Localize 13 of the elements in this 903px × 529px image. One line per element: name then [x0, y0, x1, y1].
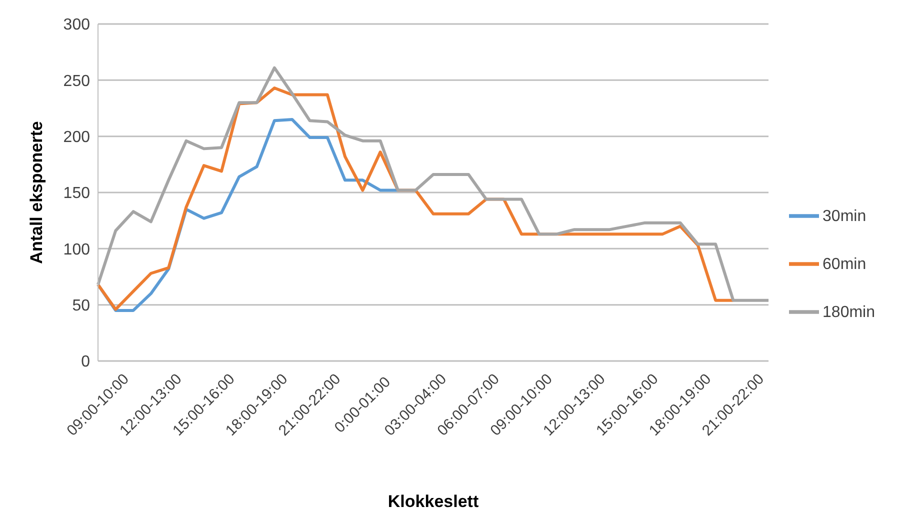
- y-tick-label: 200: [63, 129, 90, 146]
- y-tick-label: 0: [81, 354, 90, 371]
- line-series: [96, 66, 770, 302]
- y-axis-title: Antall eksponerte: [27, 121, 46, 264]
- y-tick-label: 300: [63, 16, 90, 34]
- legend-label: 60min: [822, 256, 866, 272]
- y-tick-label: 250: [63, 72, 90, 90]
- x-axis-title: Klokkeslett: [388, 492, 479, 511]
- legend-label: 180min: [822, 304, 875, 320]
- y-tick-label: 100: [63, 241, 90, 258]
- legend-label: 30min: [822, 208, 866, 224]
- y-tick-label: 150: [63, 185, 90, 202]
- y-tick-label: 50: [72, 298, 90, 315]
